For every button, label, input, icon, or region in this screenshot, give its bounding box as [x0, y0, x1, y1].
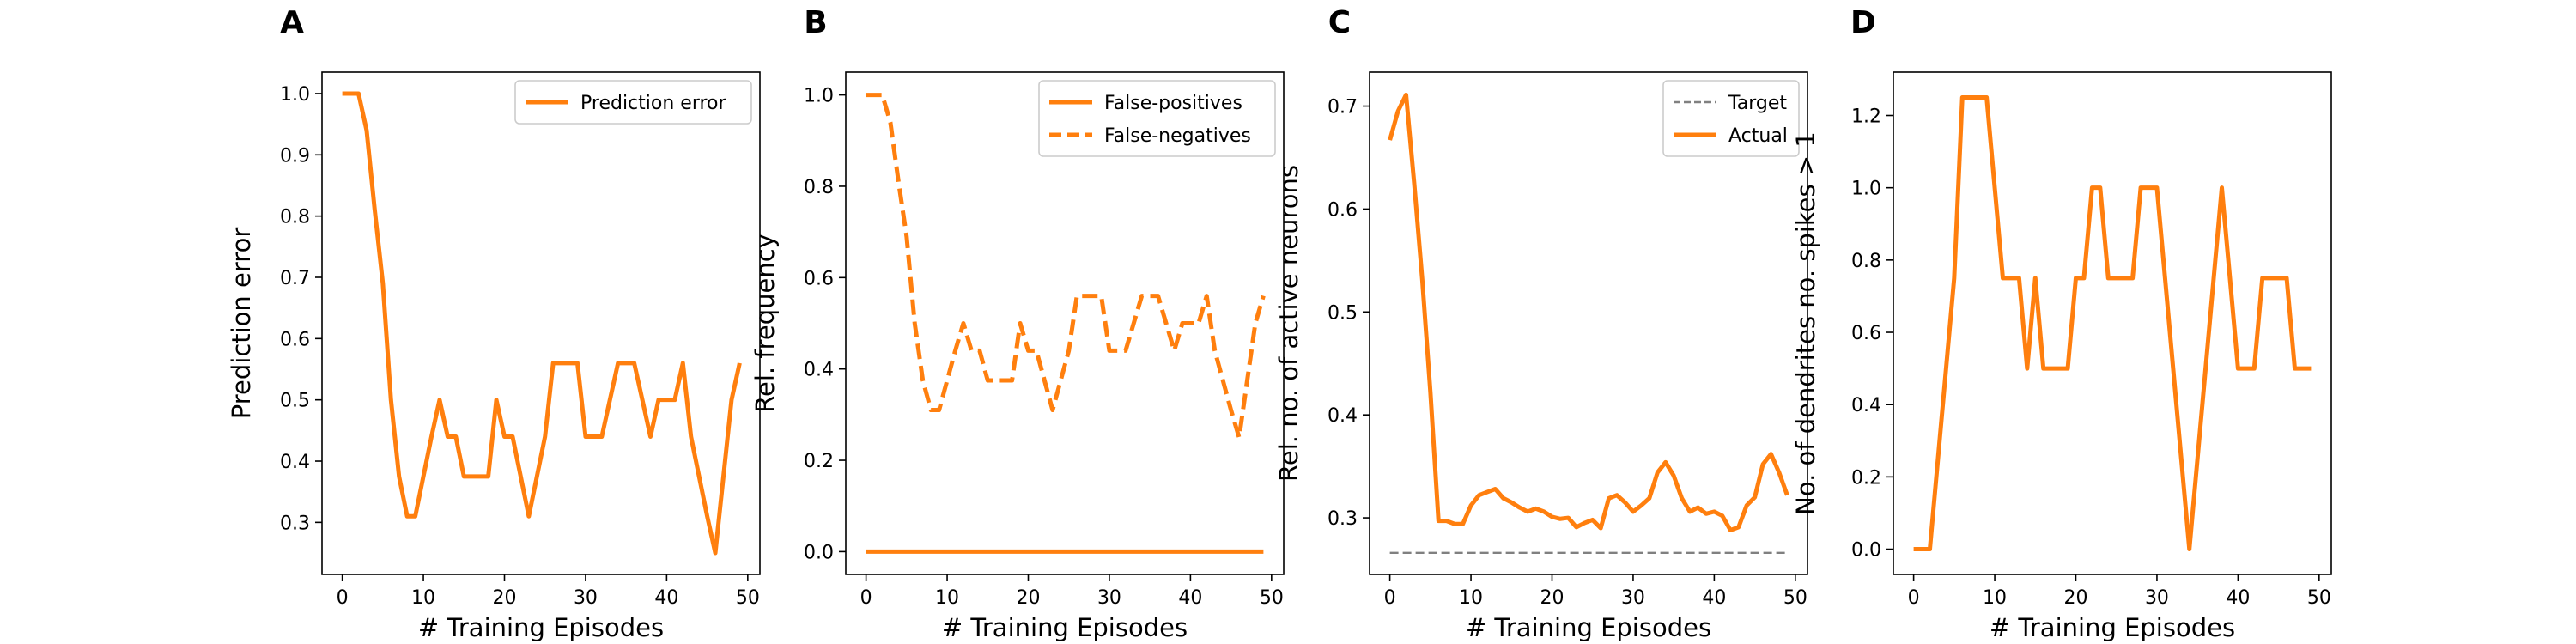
- legend-label: Prediction error: [580, 93, 726, 114]
- chart-panel-a: A 0 10 20 30 40 50 0.3 0.4 0.5 0.6 0.7 0.8 0.9 1.0 # Tr…: [227, 5, 761, 642]
- x-tick-label: 20: [493, 587, 517, 609]
- x-tick-label: 0: [1384, 587, 1396, 609]
- y-tick-label: 0.0: [804, 542, 834, 563]
- legend-label: Target: [1728, 93, 1787, 114]
- y-axis-label: Prediction error: [227, 228, 256, 420]
- panel-letter: D: [1850, 5, 1876, 40]
- x-tick-label: 50: [736, 587, 760, 609]
- x-tick-label: 10: [1459, 587, 1483, 609]
- legend: Target Actual: [1662, 80, 1800, 157]
- x-tick-label: 50: [1783, 587, 1807, 609]
- legend-box: [1038, 80, 1276, 157]
- x-tick-label: 40: [1178, 587, 1202, 609]
- y-tick-label: 0.4: [280, 452, 310, 473]
- series-line-data: [1913, 94, 2312, 552]
- x-tick-label: 0: [337, 587, 349, 609]
- series-line-false-negatives: [866, 93, 1266, 440]
- x-tick-label: 20: [1540, 587, 1564, 609]
- x-tick-label: 30: [2145, 587, 2169, 609]
- y-tick-label: 0.3: [1327, 508, 1358, 530]
- panel-letter: C: [1328, 5, 1351, 40]
- plot-frame: [321, 71, 761, 575]
- chart-panel-b: B 0 10 20 30 40 50 0.0 0.2 0.4 0.6 0.8 1.0 # Training…: [750, 5, 1285, 642]
- x-axis-label: # Training Episodes: [1990, 613, 2235, 642]
- y-tick-label: 0.6: [804, 268, 834, 289]
- legend-box: [514, 80, 752, 125]
- x-tick-label: 40: [1702, 587, 1726, 609]
- x-tick-label: 40: [654, 587, 678, 609]
- x-tick-label: 20: [2064, 587, 2088, 609]
- legend: Prediction error: [514, 80, 752, 125]
- x-axis-label: # Training Episodes: [418, 613, 664, 642]
- panel-letter: B: [804, 5, 827, 40]
- y-tick-label: 0.5: [280, 391, 310, 412]
- legend-label: Actual: [1728, 125, 1788, 147]
- y-tick-label: 0.8: [804, 177, 834, 198]
- y-tick-label: 0.8: [1851, 251, 1881, 272]
- x-tick-label: 10: [935, 587, 959, 609]
- y-tick-label: 0.6: [1327, 199, 1358, 221]
- y-tick-label: 1.0: [280, 84, 310, 106]
- x-tick-label: 30: [1621, 587, 1645, 609]
- x-axis-label: # Training Episodes: [942, 613, 1188, 642]
- y-tick-label: 0.3: [280, 513, 310, 534]
- legend: False-positives False-negatives: [1038, 80, 1276, 157]
- x-tick-label: 50: [1260, 587, 1284, 609]
- x-tick-label: 0: [860, 587, 872, 609]
- y-tick-label: 0.0: [1851, 540, 1881, 562]
- x-tick-label: 50: [2307, 587, 2331, 609]
- legend-label: False-negatives: [1104, 125, 1251, 147]
- x-tick-label: 10: [1983, 587, 2007, 609]
- x-tick-label: 30: [574, 587, 598, 609]
- x-tick-label: 20: [1017, 587, 1041, 609]
- plot-frame: [1369, 71, 1808, 575]
- x-axis-label: # Training Episodes: [1466, 613, 1711, 642]
- chart-panel-c: C 0 10 20 30 40 50 0.3 0.4 0.5 0.6 0.7 # Training Ep…: [1274, 5, 1808, 642]
- y-tick-label: 0.4: [1851, 395, 1881, 416]
- y-tick-label: 1.0: [804, 86, 834, 107]
- y-tick-label: 0.2: [804, 451, 834, 472]
- legend-box: [1662, 80, 1800, 157]
- y-tick-label: 0.9: [280, 145, 310, 167]
- x-tick-label: 0: [1908, 587, 1920, 609]
- y-axis-label: Rel. frequency: [750, 234, 780, 413]
- legend-label: False-positives: [1104, 93, 1242, 114]
- y-tick-label: 0.6: [280, 329, 310, 350]
- y-tick-label: 0.7: [1327, 97, 1358, 118]
- y-axis-label: No. of dendrites no. spikes > 1: [1791, 131, 1820, 515]
- x-tick-label: 10: [411, 587, 435, 609]
- y-tick-label: 0.2: [1851, 467, 1881, 489]
- y-tick-label: 0.7: [280, 268, 310, 289]
- y-tick-label: 1.2: [1851, 106, 1881, 128]
- series-line-actual: [1388, 92, 1789, 532]
- plot-frame: [845, 71, 1285, 575]
- series-line-prediction-error: [342, 91, 742, 556]
- x-tick-label: 40: [2226, 587, 2250, 609]
- chart-panel-d: D 0 10 20 30 40 50 0.0 0.2 0.4 0.6 0.8 1.0 1.2 # Train…: [1791, 5, 2332, 642]
- y-tick-label: 0.5: [1327, 302, 1358, 324]
- y-tick-label: 0.4: [804, 360, 834, 381]
- y-tick-label: 0.8: [280, 207, 310, 228]
- x-tick-label: 30: [1097, 587, 1121, 609]
- plot-frame: [1893, 71, 2332, 575]
- panel-letter: A: [280, 5, 304, 40]
- y-axis-label: Rel. no. of active neurons: [1274, 165, 1303, 482]
- y-tick-label: 0.6: [1851, 323, 1881, 344]
- y-tick-label: 1.0: [1851, 179, 1881, 200]
- y-tick-label: 0.4: [1327, 405, 1358, 427]
